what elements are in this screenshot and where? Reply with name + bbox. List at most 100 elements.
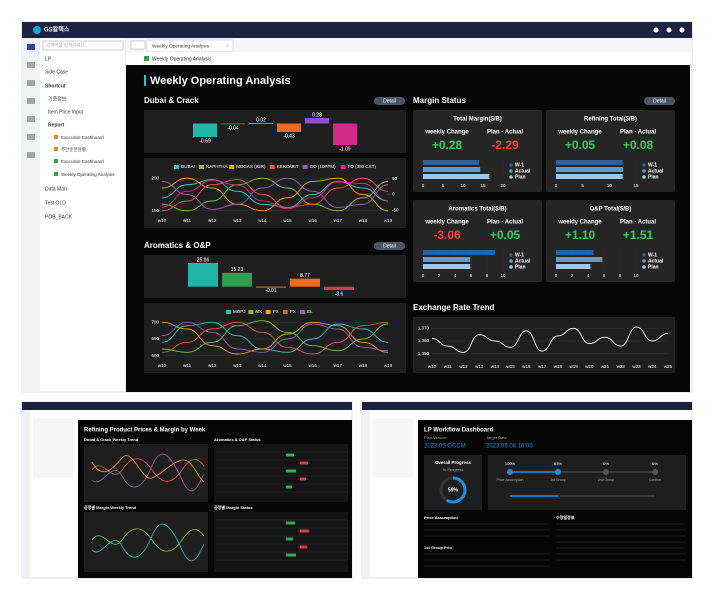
legend-dot <box>642 175 646 179</box>
series-line <box>161 321 389 353</box>
x-tick-label: w23 <box>632 364 641 369</box>
card-title: Refining Total($/B) <box>584 117 637 123</box>
menu-item[interactable]: Executive Dashboard <box>61 159 104 164</box>
step-value: 100% <box>505 461 516 466</box>
step-dot <box>555 469 561 475</box>
legend-swatch <box>248 310 254 314</box>
menu-item[interactable]: Report <box>48 122 64 128</box>
decor-line <box>91 523 205 562</box>
legend-swatch <box>340 165 346 169</box>
tab-nav[interactable] <box>130 40 146 50</box>
x-tick-label: 10 <box>633 273 639 278</box>
bar <box>333 123 357 145</box>
y-tick-label: 1,350 <box>418 351 430 356</box>
settings-icon[interactable] <box>666 27 672 33</box>
y2-tick-label: 50 <box>392 176 398 181</box>
x-tick-label: w17 <box>334 218 343 223</box>
legend-label: W-1 <box>648 162 657 168</box>
x-tick-label: 2 <box>438 273 441 278</box>
detail-button[interactable] <box>374 242 405 250</box>
menu-item[interactable]: 주간운전현황 <box>61 146 86 153</box>
legend-swatch <box>265 310 271 314</box>
menu-item[interactable]: Executive Dashboard <box>61 135 104 140</box>
x-tick-label: w12 <box>208 218 217 223</box>
x-tick-label: w21 <box>601 364 610 369</box>
menu-item[interactable]: Data Mart <box>45 186 68 192</box>
breadcrumb-icon <box>144 56 149 61</box>
value: 2023.05 OCCM <box>424 444 466 450</box>
menu-item[interactable]: LP <box>45 56 52 62</box>
legend-label: W-1 <box>515 252 524 258</box>
step-label: 2nd Group <box>598 478 615 482</box>
x-tick-label: w18 <box>554 364 563 369</box>
nav-icon[interactable] <box>27 80 35 86</box>
figure: +1.51 <box>623 228 654 242</box>
menu-item[interactable]: Weekly Operating Analysis <box>61 172 115 177</box>
panel <box>84 512 208 572</box>
step-value: 0% <box>603 461 609 466</box>
x-tick-label: 0 <box>422 273 425 278</box>
x-tick-label: w13 <box>475 364 484 369</box>
panel <box>214 512 348 572</box>
tab-bar <box>126 38 692 52</box>
section-title: Margin Status <box>413 96 466 105</box>
section-title: Dubai & Crack <box>144 96 199 105</box>
card-title: O&P Total($/B) <box>590 207 632 213</box>
label: Plan Version <box>424 435 446 440</box>
menu-item[interactable]: 기준정보 <box>48 95 67 102</box>
tab-close[interactable]: × <box>226 43 229 49</box>
menu-item[interactable]: Shortcut <box>45 83 66 89</box>
tab-label: Weekly Operating Analysis <box>152 43 210 49</box>
figure-label: Plan - Actual <box>620 130 656 136</box>
value-label: 8.77 <box>300 273 310 279</box>
legend-label: Plan <box>515 174 526 180</box>
x-tick-label: w15 <box>507 364 516 369</box>
figure-label: Plan - Actual <box>487 220 523 226</box>
nav-icon[interactable] <box>27 134 35 140</box>
step-dot <box>507 469 513 475</box>
menu-item[interactable]: Test OLD <box>45 200 66 206</box>
power-icon[interactable] <box>679 27 685 33</box>
nav-icon[interactable] <box>27 116 35 122</box>
value-label: 0.28 <box>312 112 322 118</box>
x-tick-label: w11 <box>444 364 452 369</box>
figure: +0.05 <box>565 138 596 152</box>
decor-table <box>216 451 346 561</box>
x-tick-label: w17 <box>334 363 343 368</box>
x-tick-label: 20 <box>500 183 506 188</box>
logo-icon <box>33 26 41 34</box>
detail-button[interactable] <box>644 97 675 105</box>
x-tick-label: w10 <box>428 364 437 369</box>
series-line <box>431 326 669 353</box>
y2-tick-label: -50 <box>392 207 399 212</box>
x-tick-label: w16 <box>522 364 531 369</box>
search-box[interactable] <box>42 40 124 51</box>
nav-icon[interactable] <box>27 98 35 104</box>
y-tick-label: 700 <box>151 320 159 325</box>
legend-label: Actual <box>515 168 531 174</box>
menu: LP Side Case Shortcut 기준정보 Item Price In… <box>45 56 115 220</box>
nav-icon[interactable] <box>27 62 35 68</box>
step-value: 0% <box>652 461 658 466</box>
menu-item[interactable]: POB_BACK <box>45 214 73 220</box>
legend-label: W-1 <box>648 252 657 258</box>
x-tick-label: w12 <box>208 363 217 368</box>
x-tick-label: 0 <box>555 183 558 188</box>
legend-dot <box>642 259 646 263</box>
x-tick-label: w13 <box>233 218 242 223</box>
bar <box>556 167 624 172</box>
icon-strip <box>362 410 370 578</box>
nav-icon[interactable] <box>27 44 35 50</box>
detail-button[interactable] <box>374 97 405 105</box>
x-tick-label: w10 <box>158 218 167 223</box>
menu-item[interactable]: Item Price Input <box>48 109 84 115</box>
menu-item[interactable]: Side Case <box>45 69 68 75</box>
legend-label: MOPJ <box>233 309 246 314</box>
x-tick-label: w16 <box>309 363 318 368</box>
x-tick-label: 0 <box>422 183 425 188</box>
user-icon[interactable] <box>653 27 659 33</box>
nav-icon[interactable] <box>27 152 35 158</box>
legend-label: GO (10PPM) <box>310 164 337 169</box>
icon-strip <box>22 38 40 392</box>
x-tick-label: w10 <box>158 363 167 368</box>
